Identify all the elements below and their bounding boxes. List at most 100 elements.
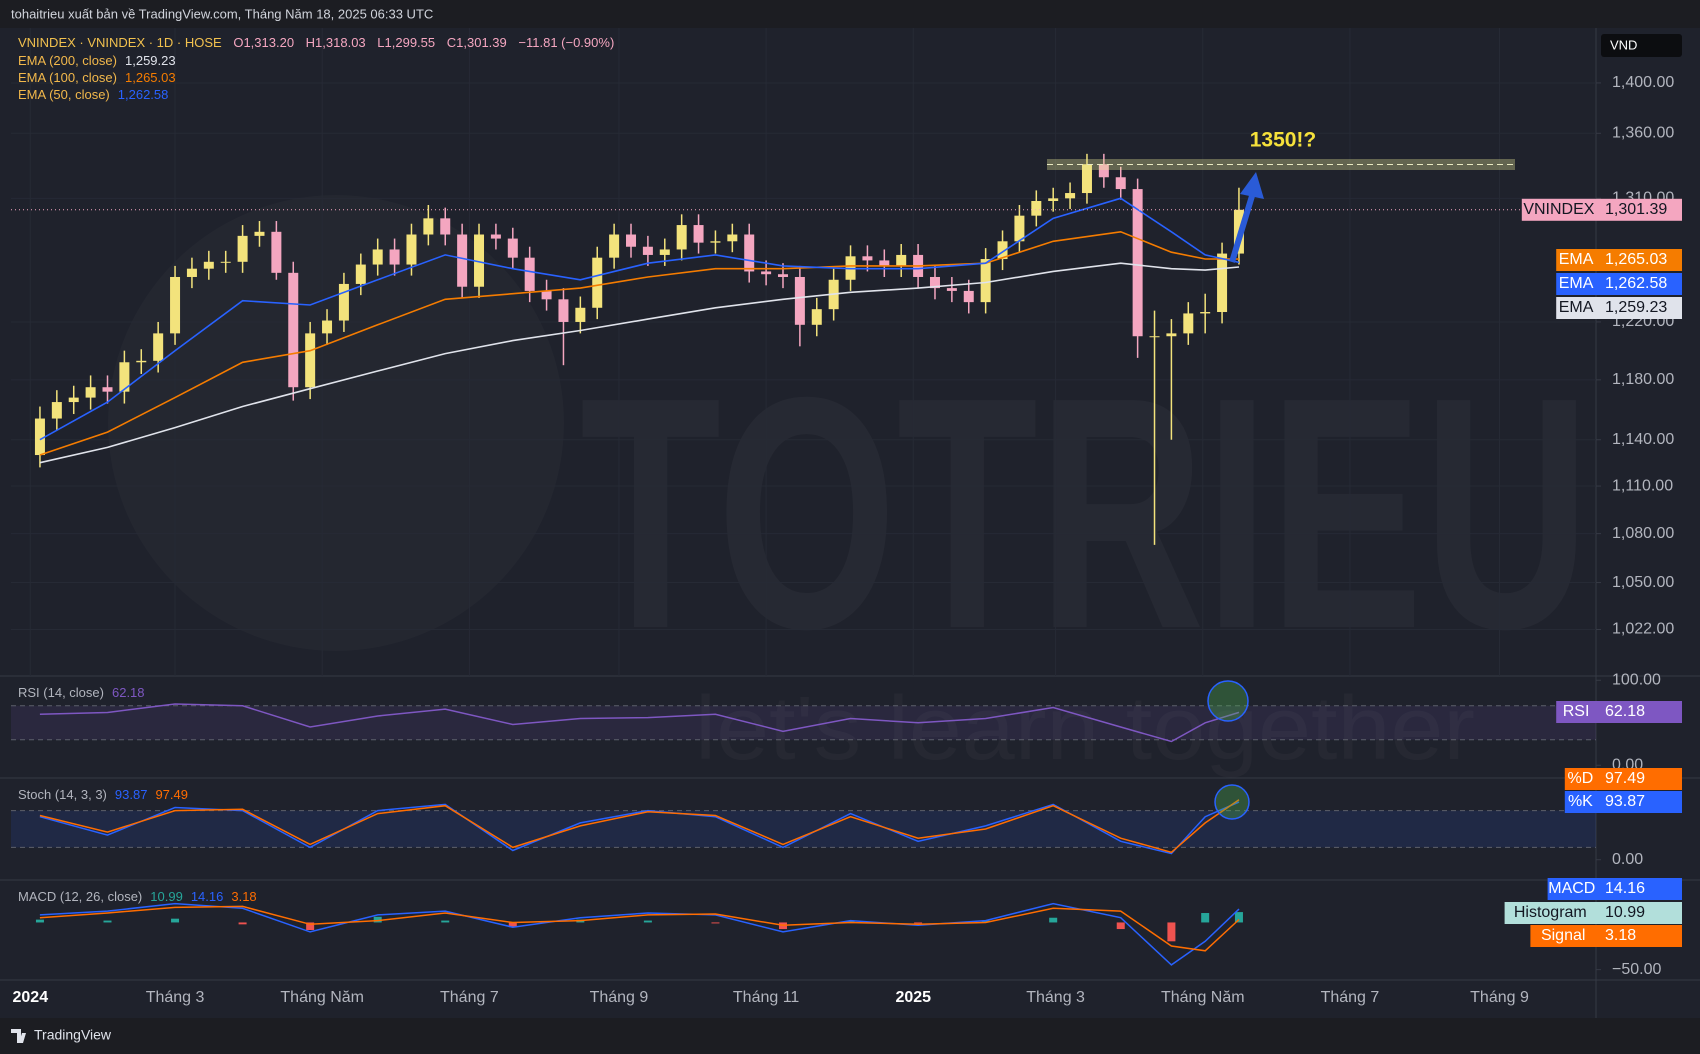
candle-body — [811, 309, 822, 325]
badge-value-box — [1596, 297, 1682, 319]
candle-body — [1031, 200, 1042, 216]
candle-body — [322, 320, 333, 334]
badge-value: 1,265.03 — [1605, 251, 1667, 268]
badge-name-box — [1564, 791, 1596, 813]
badge-name-box — [1556, 249, 1596, 271]
candle-body — [659, 249, 670, 255]
ema-legend: EMA (100, close) 1,265.03 — [18, 70, 176, 85]
badge-value-box — [1596, 198, 1682, 221]
candle-body — [170, 276, 181, 334]
badge-name-box — [1556, 297, 1596, 319]
high-value: H1,318.03 — [306, 35, 366, 50]
candle-body — [51, 402, 62, 419]
candle-body — [85, 387, 96, 398]
close-value: C1,301.39 — [447, 35, 507, 50]
candle-body — [220, 261, 231, 263]
badge-name-box — [1504, 902, 1596, 924]
badge-name: VNINDEX — [1523, 201, 1594, 218]
y-tick-label: −50.00 — [1612, 961, 1661, 978]
candle-body — [153, 333, 164, 361]
candle-body — [794, 276, 805, 325]
candle-body — [1183, 313, 1194, 334]
histogram-bar — [171, 918, 180, 923]
brand-label: TradingView — [34, 1027, 112, 1043]
y-tick-label: 1,360.00 — [1612, 125, 1674, 142]
indicator-line — [39, 703, 1240, 743]
target-label: 1350!? — [1250, 129, 1317, 152]
pane-title: MACD (12, 26, close) — [18, 889, 142, 904]
low-value: L1,299.55 — [377, 35, 435, 50]
pane-legend: Stoch (14, 3, 3) 93.87 97.49 — [18, 787, 188, 802]
y-tick-label: 1,050.00 — [1612, 574, 1674, 591]
badge-value: 14.16 — [1605, 880, 1645, 897]
histogram-bar — [1167, 922, 1176, 942]
badge-value: 1,262.58 — [1605, 275, 1667, 292]
x-tick-label: Tháng Năm — [280, 989, 364, 1006]
ema-legend-name: EMA (200, close) — [18, 53, 117, 68]
histogram-bar — [711, 922, 720, 924]
candle-body — [271, 231, 282, 273]
candle-body — [541, 290, 552, 300]
pane-legend-value: 97.49 — [155, 787, 188, 802]
candle-body — [507, 238, 518, 258]
pane-legend-value: 3.18 — [231, 889, 256, 904]
x-tick-label: Tháng 3 — [146, 989, 205, 1006]
x-tick-label: 2024 — [13, 989, 49, 1006]
indicator-line — [39, 799, 1240, 854]
pane-legend-value: 62.18 — [112, 685, 145, 700]
arrow-shaft — [1229, 195, 1255, 263]
candle-body — [744, 234, 755, 272]
pane-legend: RSI (14, close) 62.18 — [18, 685, 145, 700]
candle-body — [676, 225, 687, 250]
candle-body — [254, 231, 265, 236]
candle-body — [524, 257, 535, 291]
y-tick-label: 1,180.00 — [1612, 371, 1674, 388]
x-tick-label: Tháng 7 — [1321, 989, 1380, 1006]
currency-label[interactable]: VND — [1610, 37, 1637, 52]
y-tick-label: 1,022.00 — [1612, 621, 1674, 638]
symbol-legend: VNINDEX · VNINDEX · 1D · HOSE O1,313.20 … — [18, 35, 614, 50]
band-fill — [11, 810, 1596, 848]
candle-body — [1081, 164, 1092, 194]
badge-name: RSI — [1563, 703, 1590, 720]
candle-body — [305, 333, 316, 388]
badge-value: 3.18 — [1605, 927, 1636, 944]
candle-body — [474, 234, 485, 287]
candle-body — [1115, 177, 1126, 190]
badge-name-box — [1521, 198, 1596, 221]
badge-name: MACD — [1548, 880, 1595, 897]
chart-background — [0, 28, 1700, 1018]
histogram-bar — [373, 916, 382, 923]
candle-body — [136, 360, 147, 363]
badge-value: 97.49 — [1605, 770, 1645, 787]
currency-box[interactable] — [1601, 34, 1682, 57]
badge-value-box — [1596, 791, 1682, 813]
candle-body — [288, 272, 299, 388]
candle-body — [626, 234, 637, 247]
badge-name-box — [1556, 701, 1596, 723]
candle-body — [693, 225, 704, 243]
candle-body — [575, 307, 586, 322]
histogram-bar — [1116, 922, 1125, 930]
stoch-highlight — [1214, 784, 1250, 820]
plot-layer: 2024 Tháng 3 Tháng Năm Tháng 7 Tháng 9 Tháng … — [0, 28, 1700, 1018]
histogram-bar — [1049, 917, 1058, 923]
candle-body — [1217, 253, 1228, 313]
candle-body — [997, 241, 1008, 260]
candle-body — [1048, 198, 1059, 201]
watermark-text: TOTRIEU — [580, 328, 1590, 697]
histogram-bar — [306, 922, 315, 930]
badge-value-box — [1596, 878, 1682, 900]
candle-body — [929, 276, 940, 289]
candle-body — [372, 249, 383, 265]
open-value: O1,313.20 — [233, 35, 294, 50]
ema-legend: EMA (200, close) 1,259.23 — [18, 53, 176, 68]
change-value: −11.81 (−0.90%) — [518, 35, 614, 50]
candle-body — [186, 268, 197, 277]
legend: VNINDEX · VNINDEX · 1D · HOSE O1,313.20 … — [18, 35, 614, 102]
badge-name: EMA — [1559, 299, 1594, 316]
badge-value-box — [1596, 902, 1682, 924]
candle-body — [68, 397, 79, 403]
badge-name: Signal — [1541, 927, 1585, 944]
badge-value: 62.18 — [1605, 703, 1645, 720]
